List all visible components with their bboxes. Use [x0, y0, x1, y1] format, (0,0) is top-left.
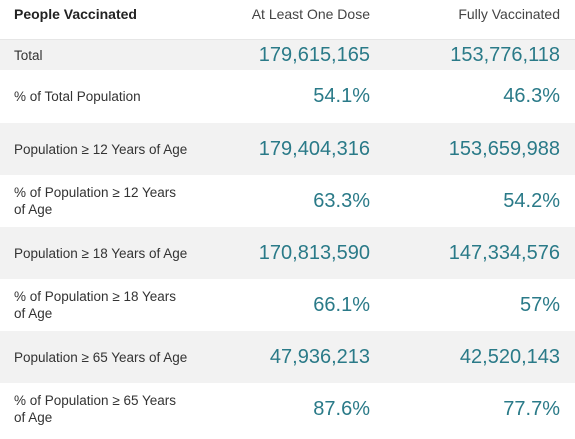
row-label: Population ≥ 18 Years of Age — [14, 245, 188, 261]
fully-vaccinated-value: 77.7% — [503, 397, 560, 420]
one-dose-value: 179,404,316 — [258, 137, 370, 160]
table-row: Population ≥ 65 Years of Age 47,936,213 … — [0, 331, 575, 383]
fully-vaccinated-value: 42,520,143 — [459, 345, 560, 368]
table-row: % of Population ≥ 18 Years of Age 66.1% … — [0, 279, 575, 331]
table-row: % of Population ≥ 65 Years of Age 87.6% … — [0, 383, 575, 435]
table-row: % of Population ≥ 12 Years of Age 63.3% … — [0, 175, 575, 227]
fully-vaccinated-value: 46.3% — [503, 85, 560, 107]
row-label: Population ≥ 65 Years of Age — [14, 349, 188, 365]
row-label: % of Population ≥ 12 Years of Age — [14, 185, 177, 217]
column-header-one-dose: At Least One Dose — [251, 6, 370, 22]
one-dose-value: 47,936,213 — [269, 345, 370, 368]
fully-vaccinated-value: 54.2% — [503, 189, 560, 212]
row-label: % of Population ≥ 65 Years of Age — [14, 393, 177, 425]
one-dose-value: 170,813,590 — [258, 241, 370, 264]
table-header: People Vaccinated At Least One Dose Full… — [0, 0, 575, 40]
one-dose-value: 87.6% — [313, 397, 370, 420]
table-row: Population ≥ 12 Years of Age 179,404,316… — [0, 123, 575, 175]
table-row: % of Total Population 54.1% 46.3% — [0, 70, 575, 123]
fully-vaccinated-value: 153,776,118 — [450, 43, 560, 66]
table-row: Population ≥ 18 Years of Age 170,813,590… — [0, 227, 575, 279]
row-label: % of Population ≥ 18 Years of Age — [14, 289, 177, 321]
column-header-fully-vaccinated: Fully Vaccinated — [458, 6, 560, 22]
one-dose-value: 179,615,165 — [258, 43, 370, 66]
table-row: Total 179,615,165 153,776,118 — [0, 40, 575, 70]
one-dose-value: 63.3% — [313, 189, 370, 212]
one-dose-value: 54.1% — [313, 85, 370, 107]
row-label: Total — [14, 47, 43, 63]
row-label: % of Total Population — [14, 89, 141, 104]
fully-vaccinated-value: 147,334,576 — [448, 241, 560, 264]
fully-vaccinated-value: 57% — [519, 293, 560, 316]
table-title: People Vaccinated — [14, 6, 137, 22]
row-label: Population ≥ 12 Years of Age — [14, 141, 188, 157]
one-dose-value: 66.1% — [313, 293, 370, 316]
fully-vaccinated-value: 153,659,988 — [448, 137, 560, 160]
